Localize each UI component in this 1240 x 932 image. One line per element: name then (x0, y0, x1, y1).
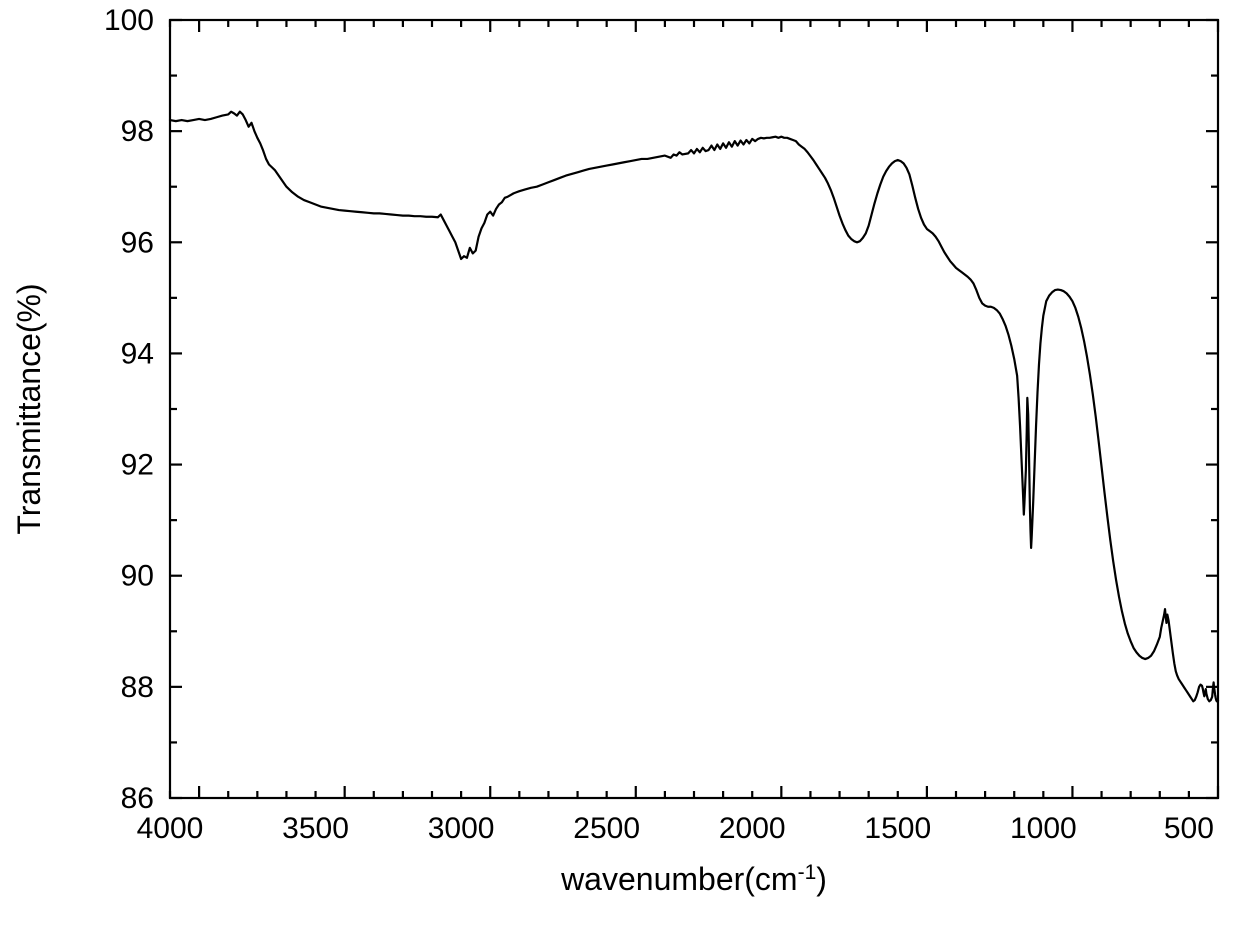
y-axis-label: Transmittance(%) (11, 283, 47, 534)
y-tick-label: 88 (121, 671, 154, 704)
chart-svg: 4000 3500 3000 2500 2000 1500 1000 500 86 88 90 92 9… (0, 0, 1240, 932)
y-tick-label: 86 (121, 782, 154, 815)
x-tick-label: 4000 (137, 812, 204, 845)
x-axis-label: wavenumber(cm-1) (560, 861, 827, 898)
y-tick-label: 90 (121, 560, 154, 593)
x-tick-label: 2500 (573, 812, 640, 845)
x-tick-label: 3000 (428, 812, 495, 845)
x-tick-label: 1500 (864, 812, 931, 845)
y-tick-label: 96 (121, 226, 154, 259)
y-tick-label: 92 (121, 449, 154, 482)
x-tick-label: 1000 (1010, 812, 1077, 845)
x-tick-label: 3500 (282, 812, 349, 845)
ir-spectrum-chart: 4000 3500 3000 2500 2000 1500 1000 500 86 88 90 92 9… (0, 0, 1240, 932)
y-tick-label: 98 (121, 115, 154, 148)
y-tick-label: 100 (104, 4, 154, 37)
x-tick-label: 2000 (719, 812, 786, 845)
y-tick-label: 94 (121, 337, 154, 370)
x-tick-label: 500 (1164, 812, 1214, 845)
